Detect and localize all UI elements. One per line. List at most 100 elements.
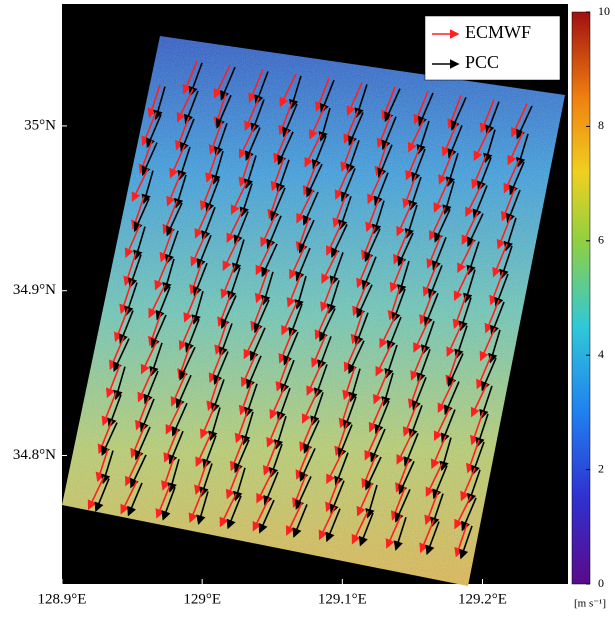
ecmwf-arrow xyxy=(461,211,479,246)
ecmwf-arrow xyxy=(326,222,343,256)
ecmwf-arrow xyxy=(306,362,323,396)
pcc-arrow xyxy=(381,372,394,407)
pcc-arrow xyxy=(326,280,340,314)
ecmwf-arrow xyxy=(507,131,524,166)
ecmwf-arrow xyxy=(195,433,212,467)
pcc-arrow xyxy=(261,271,274,306)
pcc-arrow xyxy=(208,407,221,442)
pcc-arrow xyxy=(249,327,266,362)
pcc-arrow xyxy=(348,340,365,375)
pcc-arrow xyxy=(319,79,335,114)
pcc-arrow xyxy=(398,460,415,495)
pcc-arrow xyxy=(516,105,533,140)
ecmwf-arrow xyxy=(262,441,278,476)
pcc-arrow xyxy=(444,381,460,416)
ecmwf-arrow xyxy=(178,316,195,351)
y-tick-label: 34.9°N xyxy=(13,282,56,298)
ecmwf-arrow xyxy=(460,467,476,502)
ecmwf-arrow xyxy=(332,194,347,228)
pcc-arrow xyxy=(245,127,261,161)
pcc-arrow xyxy=(277,131,294,166)
ecmwf-arrow xyxy=(240,353,257,388)
ecmwf-arrow xyxy=(318,506,336,541)
ecmwf-arrow xyxy=(281,301,298,336)
ecmwf-arrow xyxy=(430,435,447,470)
ecmwf-arrow xyxy=(314,306,331,340)
legend xyxy=(424,15,561,81)
ecmwf-arrow xyxy=(309,105,326,140)
pcc-arrow xyxy=(113,366,126,401)
pcc-arrow xyxy=(113,338,130,373)
ecmwf-arrow xyxy=(387,286,401,321)
pcc-arrow xyxy=(134,426,151,461)
ecmwf-arrow xyxy=(95,448,109,483)
pcc-arrow xyxy=(133,226,146,261)
pcc-arrow xyxy=(325,508,341,543)
ecmwf-arrow xyxy=(238,153,252,188)
ecmwf-arrow xyxy=(105,364,121,399)
pcc-arrow xyxy=(365,484,378,519)
ecmwf-arrow xyxy=(365,198,380,233)
ecmwf-arrow xyxy=(269,385,286,420)
ecmwf-arrow xyxy=(419,519,435,554)
pcc-arrow xyxy=(141,142,158,177)
ecmwf-arrow xyxy=(441,122,458,157)
pcc-arrow xyxy=(150,314,167,349)
ecmwf-arrow xyxy=(438,150,454,185)
pcc-arrow xyxy=(263,471,279,506)
pcc-arrow xyxy=(179,346,196,381)
pcc-arrow xyxy=(381,116,397,151)
ecmwf-arrow xyxy=(205,148,219,183)
pcc-arrow xyxy=(447,353,464,388)
ecmwf-arrow xyxy=(243,325,261,360)
ecmwf-arrow xyxy=(141,112,157,147)
ecmwf-arrow xyxy=(286,273,302,308)
pcc-arrow xyxy=(127,482,143,517)
pcc-arrow xyxy=(283,331,299,366)
pcc-arrow xyxy=(295,247,311,282)
ecmwf-arrow xyxy=(346,82,363,116)
pcc-arrow xyxy=(370,428,386,463)
ecmwf-arrow xyxy=(361,454,377,489)
ecmwf-arrow xyxy=(452,295,467,330)
ecmwf-arrow xyxy=(465,439,480,474)
ecmwf-arrow xyxy=(470,383,488,418)
ecmwf-arrow xyxy=(471,155,487,190)
pcc-arrow xyxy=(445,153,459,187)
pcc-arrow xyxy=(371,200,385,235)
ecmwf-arrow xyxy=(402,174,417,209)
ecmwf-arrow xyxy=(343,110,359,144)
ecmwf-arrow xyxy=(208,120,223,155)
ecmwf-arrow xyxy=(255,241,273,276)
legend-label: ECMWF xyxy=(465,22,531,42)
ecmwf-arrow xyxy=(407,375,422,409)
pcc-arrow xyxy=(442,181,455,215)
ecmwf-arrow xyxy=(454,523,468,558)
ecmwf-arrow xyxy=(147,84,161,119)
pcc-arrow xyxy=(463,269,476,304)
pcc-arrow xyxy=(393,517,407,551)
ecmwf-arrow xyxy=(296,189,314,224)
ecmwf-arrow xyxy=(200,405,216,439)
ecmwf-arrow xyxy=(479,327,496,362)
x-tick-label: 128.9°E xyxy=(38,591,87,607)
ecmwf-arrow xyxy=(375,342,393,377)
pcc-arrow xyxy=(162,258,175,293)
pcc-arrow xyxy=(273,415,287,450)
colorbar-tick-label: 6 xyxy=(598,233,604,247)
pcc-arrow xyxy=(311,135,327,170)
pcc-arrow xyxy=(434,208,451,243)
ecmwf-arrow xyxy=(194,461,208,496)
ecmwf-arrow xyxy=(222,237,240,271)
pcc-arrow xyxy=(337,424,353,459)
ecmwf-arrow xyxy=(454,495,472,530)
pcc-arrow xyxy=(447,125,463,159)
ecmwf-arrow xyxy=(182,60,198,95)
ecmwf-arrow xyxy=(473,127,491,162)
ecmwf-arrow xyxy=(352,282,368,317)
pcc-arrow xyxy=(356,284,373,319)
pcc-arrow xyxy=(432,465,448,500)
ecmwf-arrow xyxy=(342,366,356,401)
pcc-arrow xyxy=(133,198,150,233)
pcc-arrow xyxy=(423,293,439,327)
